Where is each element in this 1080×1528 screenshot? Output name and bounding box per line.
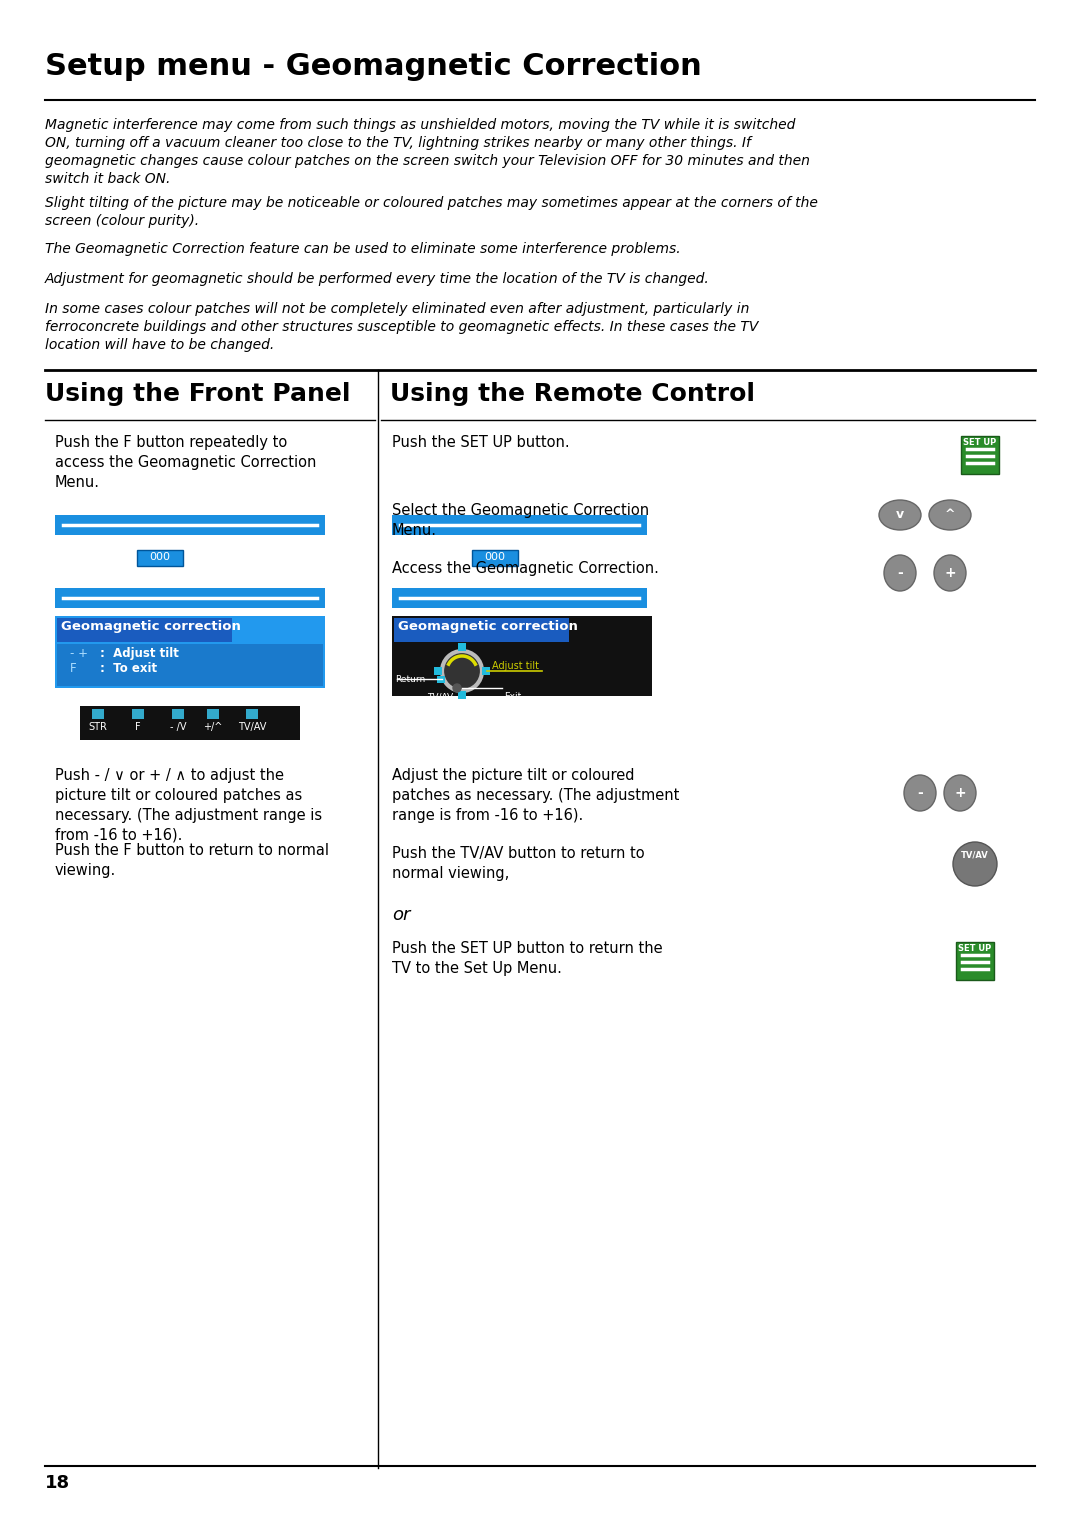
Text: - +: - +	[70, 646, 87, 660]
FancyBboxPatch shape	[80, 706, 300, 740]
FancyBboxPatch shape	[55, 588, 325, 608]
Text: - /V: - /V	[170, 723, 186, 732]
Text: Using the Front Panel: Using the Front Panel	[45, 382, 351, 406]
Text: :  To exit: : To exit	[100, 662, 157, 675]
Text: +/^: +/^	[203, 723, 222, 732]
Text: Adjustment for geomagnetic should be performed every time the location of the TV: Adjustment for geomagnetic should be per…	[45, 272, 710, 286]
Text: TV/AV: TV/AV	[427, 692, 454, 701]
Text: ^: ^	[945, 509, 955, 521]
FancyBboxPatch shape	[392, 616, 652, 695]
Ellipse shape	[885, 555, 916, 591]
Text: Push the F button repeatedly to
access the Geomagnetic Correction
Menu.: Push the F button repeatedly to access t…	[55, 435, 316, 489]
FancyBboxPatch shape	[57, 617, 232, 642]
Text: F: F	[70, 662, 77, 675]
Text: STR: STR	[89, 723, 107, 732]
Text: Exit: Exit	[504, 692, 522, 701]
Text: TV/AV: TV/AV	[238, 723, 266, 732]
Ellipse shape	[879, 500, 921, 530]
Text: SET UP: SET UP	[958, 944, 991, 953]
Text: SET UP: SET UP	[963, 439, 997, 448]
Text: Geomagnetic correction: Geomagnetic correction	[60, 620, 241, 633]
FancyBboxPatch shape	[92, 709, 104, 720]
Text: +: +	[944, 565, 956, 581]
FancyBboxPatch shape	[392, 588, 647, 608]
Text: Push the F button to return to normal
viewing.: Push the F button to return to normal vi…	[55, 843, 329, 877]
Text: Push the TV/AV button to return to
normal viewing,: Push the TV/AV button to return to norma…	[392, 847, 645, 880]
FancyBboxPatch shape	[137, 550, 183, 565]
Text: 18: 18	[45, 1475, 70, 1491]
Text: v: v	[896, 509, 904, 521]
FancyBboxPatch shape	[392, 515, 647, 535]
Circle shape	[953, 842, 997, 886]
FancyBboxPatch shape	[207, 709, 219, 720]
FancyBboxPatch shape	[55, 515, 325, 535]
Ellipse shape	[929, 500, 971, 530]
Text: 000: 000	[149, 552, 171, 562]
Text: Magnetic interference may come from such things as unshielded motors, moving the: Magnetic interference may come from such…	[45, 118, 810, 185]
Circle shape	[453, 685, 461, 692]
Ellipse shape	[904, 775, 936, 811]
Text: F: F	[135, 723, 140, 732]
Text: or: or	[392, 906, 410, 924]
Text: TV/AV: TV/AV	[961, 850, 989, 859]
FancyBboxPatch shape	[437, 675, 445, 683]
FancyBboxPatch shape	[472, 550, 518, 565]
FancyBboxPatch shape	[961, 435, 999, 474]
FancyBboxPatch shape	[172, 709, 184, 720]
FancyBboxPatch shape	[482, 668, 490, 675]
FancyBboxPatch shape	[57, 643, 323, 686]
FancyBboxPatch shape	[246, 709, 258, 720]
Text: :  Adjust tilt: : Adjust tilt	[100, 646, 179, 660]
Ellipse shape	[934, 555, 966, 591]
Text: Access the Geomagnetic Correction.: Access the Geomagnetic Correction.	[392, 561, 659, 576]
Text: Push - / ∨ or + / ∧ to adjust the
picture tilt or coloured patches as
necessary.: Push - / ∨ or + / ∧ to adjust the pictur…	[55, 769, 322, 842]
Text: In some cases colour patches will not be completely eliminated even after adjust: In some cases colour patches will not be…	[45, 303, 758, 351]
FancyBboxPatch shape	[434, 668, 442, 675]
Text: 000: 000	[485, 552, 505, 562]
Text: +: +	[955, 785, 966, 801]
Text: -: -	[917, 785, 923, 801]
FancyBboxPatch shape	[394, 617, 569, 642]
Text: Select the Geomagnetic Correction
Menu.: Select the Geomagnetic Correction Menu.	[392, 503, 649, 538]
FancyBboxPatch shape	[956, 941, 994, 979]
Text: Push the SET UP button.: Push the SET UP button.	[392, 435, 569, 451]
Text: Adjust the picture tilt or coloured
patches as necessary. (The adjustment
range : Adjust the picture tilt or coloured patc…	[392, 769, 679, 822]
Text: Adjust tilt: Adjust tilt	[492, 662, 539, 671]
FancyBboxPatch shape	[55, 616, 325, 688]
Ellipse shape	[944, 775, 976, 811]
Text: -: -	[897, 565, 903, 581]
Text: Push the SET UP button to return the
TV to the Set Up Menu.: Push the SET UP button to return the TV …	[392, 941, 663, 976]
FancyBboxPatch shape	[458, 691, 465, 698]
Text: The Geomagnetic Correction feature can be used to eliminate some interference pr: The Geomagnetic Correction feature can b…	[45, 241, 680, 257]
Circle shape	[442, 651, 482, 691]
FancyBboxPatch shape	[458, 643, 465, 651]
Text: Setup menu - Geomagnetic Correction: Setup menu - Geomagnetic Correction	[45, 52, 702, 81]
FancyBboxPatch shape	[132, 709, 144, 720]
Text: Geomagnetic correction: Geomagnetic correction	[399, 620, 578, 633]
Text: Return: Return	[395, 675, 426, 685]
Text: Using the Remote Control: Using the Remote Control	[390, 382, 755, 406]
Text: Slight tilting of the picture may be noticeable or coloured patches may sometime: Slight tilting of the picture may be not…	[45, 196, 818, 228]
